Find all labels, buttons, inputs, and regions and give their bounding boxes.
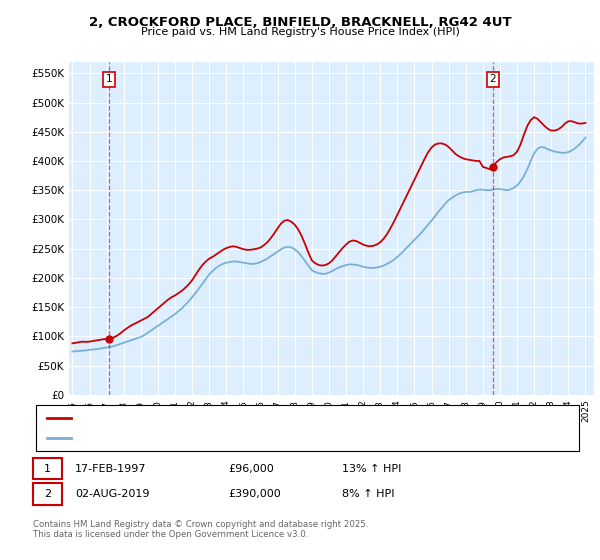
Text: HPI: Average price, semi-detached house, Bracknell Forest: HPI: Average price, semi-detached house,… — [75, 433, 367, 443]
Text: £390,000: £390,000 — [228, 489, 281, 499]
Text: 2, CROCKFORD PLACE, BINFIELD, BRACKNELL, RG42 4UT: 2, CROCKFORD PLACE, BINFIELD, BRACKNELL,… — [89, 16, 511, 29]
Text: Price paid vs. HM Land Registry's House Price Index (HPI): Price paid vs. HM Land Registry's House … — [140, 27, 460, 37]
Text: 2, CROCKFORD PLACE, BINFIELD, BRACKNELL, RG42 4UT (semi-detached house): 2, CROCKFORD PLACE, BINFIELD, BRACKNELL,… — [75, 413, 476, 423]
Text: 1: 1 — [106, 74, 112, 84]
Text: 2: 2 — [490, 74, 496, 84]
Text: 1: 1 — [44, 464, 51, 474]
Text: 2: 2 — [44, 489, 51, 499]
Text: 8% ↑ HPI: 8% ↑ HPI — [342, 489, 395, 499]
Text: 02-AUG-2019: 02-AUG-2019 — [75, 489, 149, 499]
Text: 17-FEB-1997: 17-FEB-1997 — [75, 464, 146, 474]
Text: Contains HM Land Registry data © Crown copyright and database right 2025.
This d: Contains HM Land Registry data © Crown c… — [33, 520, 368, 539]
Text: £96,000: £96,000 — [228, 464, 274, 474]
Text: 13% ↑ HPI: 13% ↑ HPI — [342, 464, 401, 474]
